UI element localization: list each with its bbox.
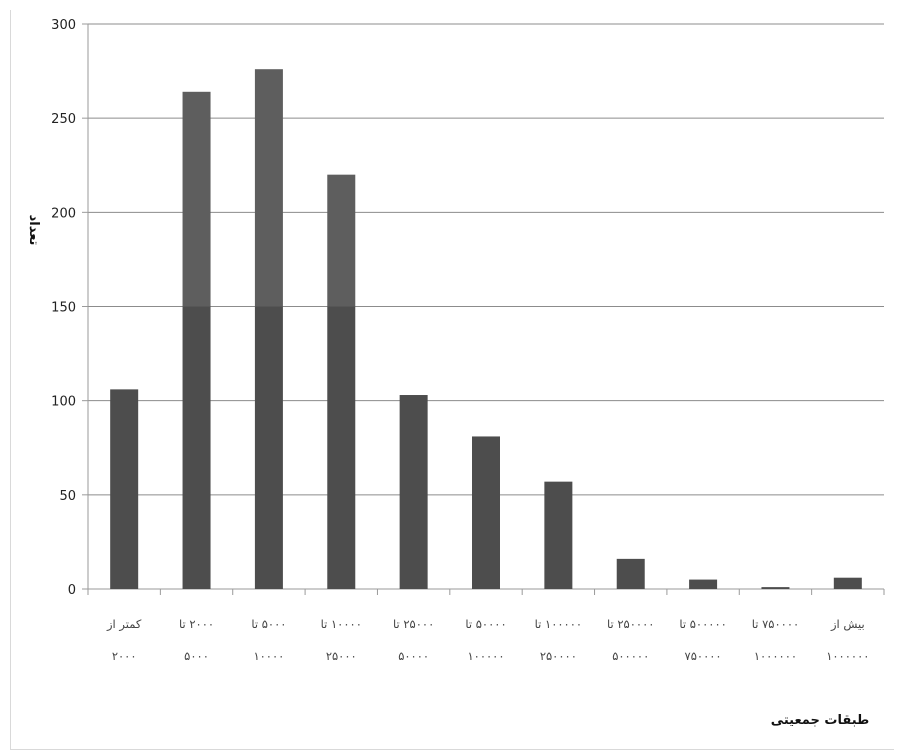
x-category-label: ۲۰۰۰ تا — [179, 617, 214, 631]
x-category-label: ۵۰۰۰۰ تا — [465, 617, 506, 631]
x-category-label: ۱۰۰۰۰۰۰ — [826, 649, 869, 663]
x-category-label: ۲۵۰۰۰ تا — [393, 617, 434, 631]
bar — [110, 389, 139, 589]
bar-segment — [616, 558, 645, 589]
y-tick-label: 100 — [51, 395, 76, 410]
bar-segment — [544, 481, 573, 589]
bar — [399, 395, 428, 589]
bar-segment — [761, 587, 790, 589]
bars — [110, 69, 862, 589]
bar — [472, 436, 500, 589]
x-category-label: ۱۰۰۰۰۰ — [467, 649, 504, 663]
bar — [689, 579, 718, 589]
y-tick-label: 200 — [51, 206, 76, 221]
bar-segment — [182, 306, 211, 589]
bar-segment-upper — [254, 69, 283, 307]
x-category-label: ۱۰۰۰۰۰۰ — [754, 649, 797, 663]
x-category-label: ۵۰۰۰ — [184, 649, 209, 663]
x-category-label: ۷۵۰۰۰۰ تا — [752, 617, 799, 631]
x-category-label: ۲۵۰۰۰ — [326, 649, 357, 663]
bar — [544, 481, 573, 589]
y-tick-label: 250 — [51, 112, 76, 127]
bar — [182, 91, 211, 589]
x-category-label: ۲۰۰۰ — [112, 649, 137, 663]
x-axis-title: طبقات جمعیتی — [771, 713, 870, 728]
x-category-label: ۱۰۰۰۰ تا — [321, 617, 362, 631]
x-category-label: ۵۰۰۰ تا — [251, 617, 286, 631]
chart-frame — [10, 10, 894, 750]
bar-segment — [833, 577, 862, 589]
y-tick-label: 0 — [68, 583, 76, 598]
bar-segment — [689, 579, 718, 589]
bar-segment — [254, 306, 283, 589]
x-category-label: کمتر از — [106, 617, 142, 632]
bar-segment — [110, 389, 139, 589]
x-category-label: ۲۵۰۰۰۰ — [540, 649, 577, 663]
y-tick-label: 150 — [51, 301, 76, 316]
y-axis-title: تعداد — [26, 215, 41, 246]
bar-segment-upper — [182, 91, 211, 307]
x-category-label: ۷۵۰۰۰۰ — [685, 649, 722, 663]
bar-segment — [399, 395, 428, 589]
bar-segment — [327, 306, 356, 589]
bar — [327, 174, 356, 589]
x-category-label: ۵۰۰۰۰۰ — [612, 649, 649, 663]
x-category-labels: کمتر از ۲۰۰۰ ۲۰۰۰ تا ۵۰۰۰ ۵۰۰۰ تا ۱۰۰۰۰ ۱۰۰۰۰ … — [106, 617, 869, 663]
y-tick-label: 300 — [51, 18, 76, 33]
x-category-label: ۵۰۰۰۰۰ تا — [679, 617, 726, 631]
bar — [616, 558, 645, 589]
bar — [833, 577, 862, 589]
bar — [254, 69, 283, 589]
bar-segment-upper — [327, 174, 356, 307]
y-tick-label: 50 — [59, 489, 76, 504]
bar — [761, 587, 790, 589]
x-category-label: ۲۵۰۰۰۰ تا — [607, 617, 654, 631]
x-category-label: ۵۰۰۰۰ — [398, 649, 429, 663]
bar-segment — [472, 436, 500, 589]
x-category-label: بیش از — [830, 617, 865, 632]
y-tick-labels: 0 50 100 150 200 250 300 — [51, 18, 76, 598]
x-category-label: ۱۰۰۰۰۰ تا — [535, 617, 582, 631]
x-category-label: ۱۰۰۰۰ — [253, 649, 284, 663]
